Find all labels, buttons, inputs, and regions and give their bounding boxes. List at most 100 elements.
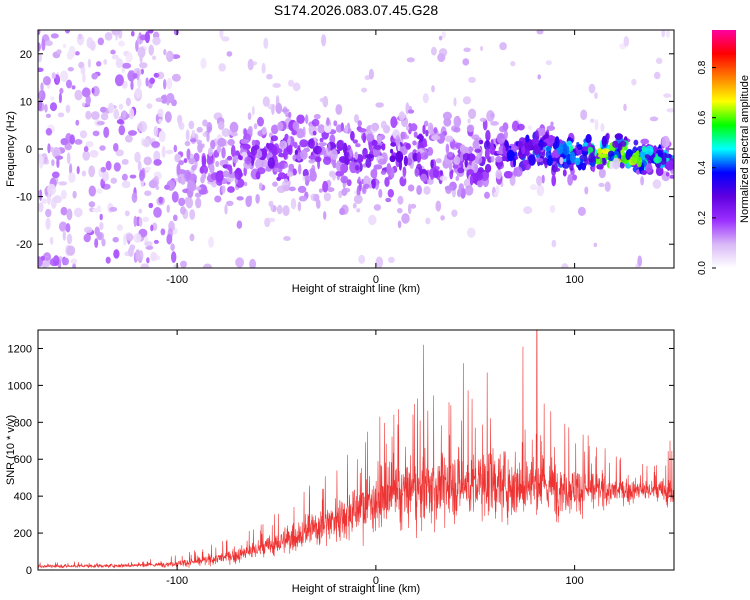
spectrogram-cell-1838	[50, 102, 57, 112]
spectrogram-cell-1786	[468, 108, 477, 120]
spectrogram-cell-2181	[588, 153, 596, 164]
spectrogram-cell-2052	[160, 94, 168, 104]
spectrogram-cell-2116	[234, 167, 243, 180]
spectrogram-cell-1615	[390, 142, 397, 147]
spectrogram-cell-487	[115, 58, 123, 69]
spectrogram-cell-1521	[442, 111, 452, 120]
spectrogram-cell-2026	[435, 200, 442, 212]
spectrogram-cell-2142	[489, 145, 496, 155]
spectrogram-cell-2069	[89, 150, 99, 158]
spectrogram-cell-1792	[362, 149, 368, 160]
spectrogram-cell-1689	[410, 203, 417, 209]
spectrogram-y-ticks: -20 -10 0 10 20	[16, 49, 674, 251]
spectrogram-cell-1607	[69, 134, 75, 145]
spectrogram-cell-57	[463, 47, 471, 53]
snr-y-tick-label-5: 1000	[8, 380, 32, 392]
spectrogram-cell-1852	[372, 167, 378, 179]
spectrogram-cell-324	[163, 48, 167, 56]
spectrogram-cell-1879	[152, 36, 161, 46]
spectrogram-cell-1847	[656, 57, 663, 64]
spectrogram-cell-2213	[251, 139, 256, 147]
spectrogram-cell-1787	[91, 87, 95, 94]
spectrogram-cell-2204	[309, 170, 317, 182]
spectrogram-cell-1745	[69, 163, 73, 176]
spectrogram-cell-2106	[353, 194, 363, 204]
spectrogram-cell-2030	[521, 145, 526, 155]
spectrogram-cell-1371	[128, 130, 137, 136]
spectrogram-cell-1818	[139, 54, 143, 63]
spectrogram-cell-1638	[403, 155, 408, 167]
spectrogram-cell-2066	[218, 121, 225, 130]
spectrogram-cell-1363	[180, 206, 186, 215]
spectrogram-cell-1420	[90, 111, 100, 120]
spectrogram-cell-2034	[316, 199, 321, 209]
spectrogram-cell-250	[164, 111, 172, 123]
spectrogram-cell-513	[523, 206, 533, 215]
snr-background	[38, 330, 674, 570]
spectrogram-cell-1376	[373, 204, 382, 211]
spectrogram-cell-1676	[217, 137, 227, 147]
spectrogram-cell-1637	[184, 140, 191, 147]
spectrogram-cell-282	[584, 186, 589, 195]
spectrogram-cell-1971	[84, 146, 89, 153]
spectrogram-cell-1828	[473, 163, 479, 173]
spectrogram-cell-1990	[288, 163, 295, 171]
spectrogram-cell-1862	[559, 156, 564, 165]
spectrogram-cell-343	[355, 143, 361, 148]
spectrogram-cell-1409	[243, 181, 248, 187]
spectrogram-cell-2200	[596, 164, 604, 170]
spectrogram-cell-433	[214, 195, 222, 203]
spectrogram-cell-198	[499, 42, 507, 51]
spectrogram-cell-22	[368, 214, 377, 226]
spectrogram-cell-1951	[122, 173, 128, 181]
spectrogram-cell-1344	[232, 155, 239, 164]
spectrogram-cell-2076	[276, 176, 282, 181]
spectrogram-cell-530	[171, 191, 179, 203]
spectrogram-cell-2202	[94, 226, 100, 236]
spectrogram-cell-1910	[283, 178, 289, 184]
spectrogram-cell-204	[541, 174, 545, 184]
spectrogram-cell-1883	[551, 174, 556, 187]
spectrogram-cell-2044	[354, 151, 359, 160]
spectrogram-cell-13	[364, 75, 371, 81]
spectrogram-y-tick-label-1: -10	[16, 192, 32, 204]
spectrogram-cell-1816	[416, 185, 422, 195]
spectrogram-cell-1660	[188, 157, 196, 165]
spectrogram-cell-1264	[226, 51, 233, 57]
spectrogram-cell-2107	[640, 138, 649, 145]
spectrogram-cell-2150	[357, 120, 362, 127]
spectrogram-cell-1323	[282, 205, 290, 217]
spectrogram-cell-1916	[466, 124, 475, 133]
spectrogram-cell-2038	[478, 139, 484, 145]
spectrogram-cell-1941	[127, 70, 136, 82]
spectrogram-cell-101	[640, 176, 644, 186]
spectrogram-cell-1682	[65, 30, 70, 34]
spectrogram-cell-1665	[144, 31, 150, 44]
spectrogram-cell-2160	[416, 151, 422, 163]
spectrogram-cell-1755	[339, 207, 345, 216]
spectrogram-cell-262	[598, 182, 605, 188]
spectrogram-cell-2205	[472, 140, 480, 150]
spectrogram-cell-97	[88, 165, 96, 178]
spectrogram-cell-1722	[56, 157, 60, 168]
spectrogram-cell-1764	[143, 156, 152, 166]
spectrogram-cell-1378	[633, 139, 639, 146]
spectrogram-cell-510	[58, 181, 68, 186]
spectrogram-cell-2167	[197, 142, 203, 153]
spectrogram-cell-1905	[368, 141, 373, 151]
spectrogram-cell-2154	[138, 121, 148, 133]
spectrogram-cell-2053	[271, 145, 278, 156]
spectrogram-cell-1799	[376, 135, 382, 144]
spectrogram-cell-1391	[62, 43, 67, 48]
spectrogram-cell-1331	[137, 78, 142, 89]
spectrogram-cell-187	[669, 174, 674, 179]
snr-x-axis-label: Height of straight line (km)	[292, 583, 420, 595]
spectrogram-cell-1976	[506, 149, 515, 162]
spectrogram-cell-2223	[188, 120, 195, 130]
colorbar-ticks: 0.0 0.2 0.4 0.6 0.8	[697, 60, 716, 275]
spectrogram-cell-1541	[66, 152, 71, 164]
spectrogram-cell-1533	[110, 49, 116, 55]
spectrogram-cell-77	[49, 236, 54, 245]
spectrogram-cell-2074	[453, 156, 461, 165]
spectrogram-cell-2029	[357, 128, 367, 133]
